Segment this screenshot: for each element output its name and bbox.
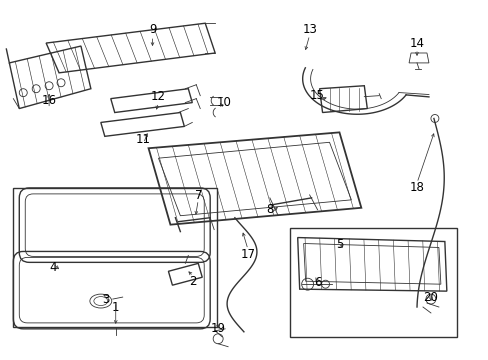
Text: 15: 15 [309, 89, 325, 102]
Text: 7: 7 [194, 189, 202, 202]
Bar [13, 188, 217, 327]
Text: 14: 14 [408, 37, 424, 50]
Text: 8: 8 [265, 203, 273, 216]
Text: 17: 17 [240, 248, 255, 261]
Text: 3: 3 [102, 293, 109, 306]
Text: 4: 4 [49, 261, 57, 274]
Text: 16: 16 [41, 94, 57, 107]
Text: 19: 19 [210, 322, 225, 336]
Text: 18: 18 [409, 181, 424, 194]
Text: 20: 20 [423, 291, 437, 303]
Text: 12: 12 [151, 90, 165, 103]
Text: 10: 10 [216, 96, 231, 109]
Text: 13: 13 [302, 23, 316, 36]
Text: 11: 11 [136, 133, 151, 146]
Text: 2: 2 [189, 275, 197, 288]
Bar [289, 228, 456, 337]
Text: 6: 6 [313, 276, 321, 289]
Text: 5: 5 [335, 238, 343, 251]
Text: 1: 1 [112, 301, 119, 314]
Text: 9: 9 [148, 23, 156, 36]
